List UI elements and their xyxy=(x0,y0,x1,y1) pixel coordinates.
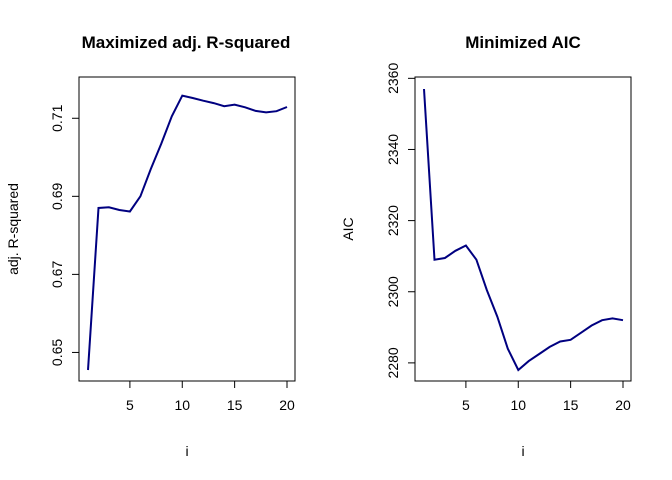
y-tick-label-aic: 2360 xyxy=(385,63,401,94)
panel-adj-r-squared: Maximized adj. R-squared i adj. R-square… xyxy=(5,33,296,459)
y-tick-label-adj-r-squared: 0.67 xyxy=(49,261,65,288)
y-tick-label-aic: 2320 xyxy=(385,205,401,236)
series-line-aic xyxy=(423,88,624,372)
y-tick-label-adj-r-squared: 0.65 xyxy=(49,339,65,366)
x-ticks-adj-r-squared: 5 10 15 20 xyxy=(126,380,295,413)
x-tick-label-adj-r-squared: 10 xyxy=(174,397,190,413)
plot-frame-aic xyxy=(414,76,632,382)
y-ticks-aic: 2280 2300 2320 2340 2360 xyxy=(385,63,416,378)
x-tick-label-aic: 5 xyxy=(462,397,470,413)
x-axis-label-aic: i xyxy=(521,443,524,459)
chart-title-aic: Minimized AIC xyxy=(465,33,581,52)
x-tick-label-aic: 10 xyxy=(510,397,526,413)
y-tick-label-aic: 2300 xyxy=(385,276,401,307)
y-axis-label-aic: AIC xyxy=(340,217,356,240)
y-ticks-adj-r-squared: 0.65 0.67 0.69 0.71 xyxy=(49,104,80,366)
series-line-adj-r-squared xyxy=(87,94,288,371)
y-tick-label-aic: 2340 xyxy=(385,134,401,165)
panel-aic: Minimized AIC i AIC 5 10 15 20 2280 2300 2320… xyxy=(340,33,632,459)
x-ticks-aic: 5 10 15 20 xyxy=(462,380,631,413)
plot-frame-adj-r-squared xyxy=(78,76,296,382)
y-tick-label-aic: 2280 xyxy=(385,347,401,378)
y-tick-label-adj-r-squared: 0.69 xyxy=(49,182,65,209)
x-axis-label-adj-r-squared: i xyxy=(185,443,188,459)
y-axis-label-adj-r-squared: adj. R-squared xyxy=(5,183,21,275)
x-tick-label-adj-r-squared: 20 xyxy=(279,397,295,413)
y-tick-label-adj-r-squared: 0.71 xyxy=(49,104,65,131)
x-tick-label-aic: 20 xyxy=(615,397,631,413)
x-tick-label-adj-r-squared: 5 xyxy=(126,397,134,413)
x-tick-label-aic: 15 xyxy=(563,397,579,413)
x-tick-label-adj-r-squared: 15 xyxy=(227,397,243,413)
chart-title-adj-r-squared: Maximized adj. R-squared xyxy=(82,33,291,52)
